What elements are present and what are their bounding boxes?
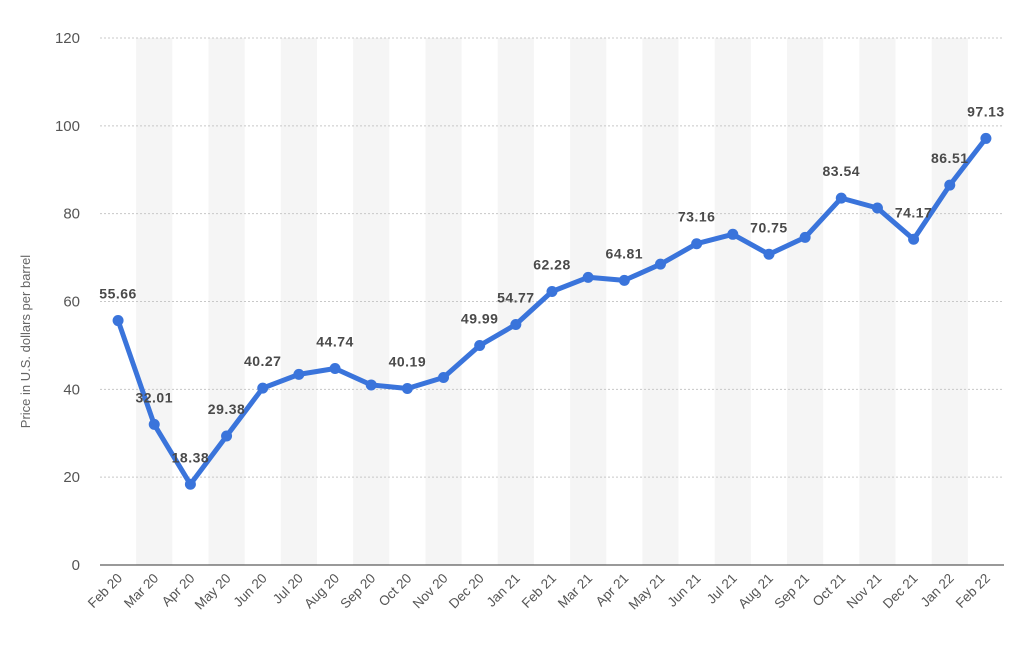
x-tick-label: Nov 21 <box>844 571 885 612</box>
x-tick-label: Jan 22 <box>918 571 957 610</box>
data-label-oct-20: 40.19 <box>389 353 427 369</box>
series-line-path <box>115 135 989 487</box>
data-point-mar-21 <box>582 271 594 283</box>
x-tick-label: Jun 20 <box>231 571 270 610</box>
x-tick-label: Oct 21 <box>810 571 849 610</box>
x-tick-label: Jun 21 <box>664 571 703 610</box>
band-5 <box>280 38 317 565</box>
x-tick-label: Aug 20 <box>301 571 342 612</box>
data-label-jan-21: 54.77 <box>497 289 535 305</box>
data-label-jan-22: 86.51 <box>931 150 969 166</box>
y-tick-label: 100 <box>55 118 80 135</box>
data-point-oct-20 <box>401 382 413 394</box>
data-labels: 55.66 32.01 18.38 29.38 40.27 44.74 40.19 49.99… <box>99 103 1004 465</box>
x-tick-label: Dec 21 <box>880 571 921 612</box>
x-tick-label: Nov 20 <box>410 571 451 612</box>
data-label-apr-20: 18.38 <box>172 449 210 465</box>
y-tick-label: 20 <box>63 469 80 486</box>
x-tick-label: Mar 21 <box>555 571 595 611</box>
data-label-feb-22: 97.13 <box>967 103 1005 119</box>
x-tick-label: Oct 20 <box>376 571 415 610</box>
data-point-feb-22 <box>980 132 992 144</box>
series-line <box>115 135 989 487</box>
data-point-may-20 <box>221 430 233 442</box>
x-tick-label: May 21 <box>626 571 668 613</box>
data-point-dec-20 <box>474 339 486 351</box>
x-tick-label: Mar 20 <box>121 571 161 611</box>
x-tick-label: Feb 20 <box>85 571 125 611</box>
data-point-jul-20 <box>293 368 305 380</box>
data-point-mar-20 <box>148 418 160 430</box>
x-tick-label: Feb 21 <box>519 571 559 611</box>
data-label-jun-21: 73.16 <box>678 209 716 225</box>
data-label-may-20: 29.38 <box>208 401 246 417</box>
x-tick-label: Sep 20 <box>337 571 378 612</box>
y-axis-label: Price in U.S. dollars per barrel <box>18 255 33 429</box>
gridlines <box>100 37 1004 478</box>
band-11 <box>497 38 534 565</box>
data-point-jun-20 <box>257 382 269 394</box>
data-point-nov-20 <box>438 371 450 383</box>
x-tick-label: Apr 20 <box>159 571 198 610</box>
y-tick-label: 0 <box>72 557 80 574</box>
y-tick-label: 60 <box>63 294 80 311</box>
y-tick-label: 80 <box>63 206 80 223</box>
band-7 <box>353 38 390 565</box>
x-tick-label: May 20 <box>192 571 234 613</box>
x-tick-label: Sep 21 <box>771 571 812 612</box>
data-label-mar-20: 32.01 <box>135 389 173 405</box>
band-1 <box>136 38 173 565</box>
data-point-nov-21 <box>871 202 883 214</box>
data-point-sep-21 <box>799 231 811 243</box>
data-point-dec-21 <box>908 233 920 245</box>
data-point-feb-21 <box>546 285 558 297</box>
band-3 <box>208 38 245 565</box>
y-axis-ticks: 0 20 40 60 80 100 120 <box>55 30 80 574</box>
x-tick-label: Dec 20 <box>446 571 487 612</box>
data-point-may-21 <box>654 258 666 270</box>
x-tick-label: Apr 21 <box>593 571 632 610</box>
data-label-oct-21: 83.54 <box>823 163 861 179</box>
y-tick-label: 40 <box>63 381 80 398</box>
data-label-aug-21: 70.75 <box>750 219 788 235</box>
data-point-jul-21 <box>727 228 739 240</box>
data-point-apr-21 <box>618 274 630 286</box>
data-label-dec-20: 49.99 <box>461 310 499 326</box>
data-points <box>112 132 992 490</box>
data-point-sep-20 <box>365 379 377 391</box>
data-point-aug-20 <box>329 363 341 375</box>
data-point-feb-20 <box>112 315 124 327</box>
data-point-jun-21 <box>691 238 703 250</box>
data-label-dec-21: 74.17 <box>895 204 933 220</box>
x-tick-label: Aug 21 <box>735 571 776 612</box>
data-label-feb-20: 55.66 <box>99 286 137 302</box>
data-label-aug-20: 44.74 <box>316 334 354 350</box>
y-tick-label: 120 <box>55 30 80 47</box>
data-point-oct-21 <box>835 192 847 204</box>
data-label-apr-21: 64.81 <box>606 245 644 261</box>
data-point-jan-21 <box>510 318 522 330</box>
data-point-jan-22 <box>944 179 956 191</box>
data-point-aug-21 <box>763 248 775 260</box>
data-point-apr-20 <box>184 478 196 490</box>
x-tick-label: Feb 22 <box>953 571 993 611</box>
data-label-feb-21: 62.28 <box>533 256 571 272</box>
data-label-jun-20: 40.27 <box>244 353 282 369</box>
x-tick-label: Jan 21 <box>484 571 523 610</box>
band-9 <box>425 38 462 565</box>
